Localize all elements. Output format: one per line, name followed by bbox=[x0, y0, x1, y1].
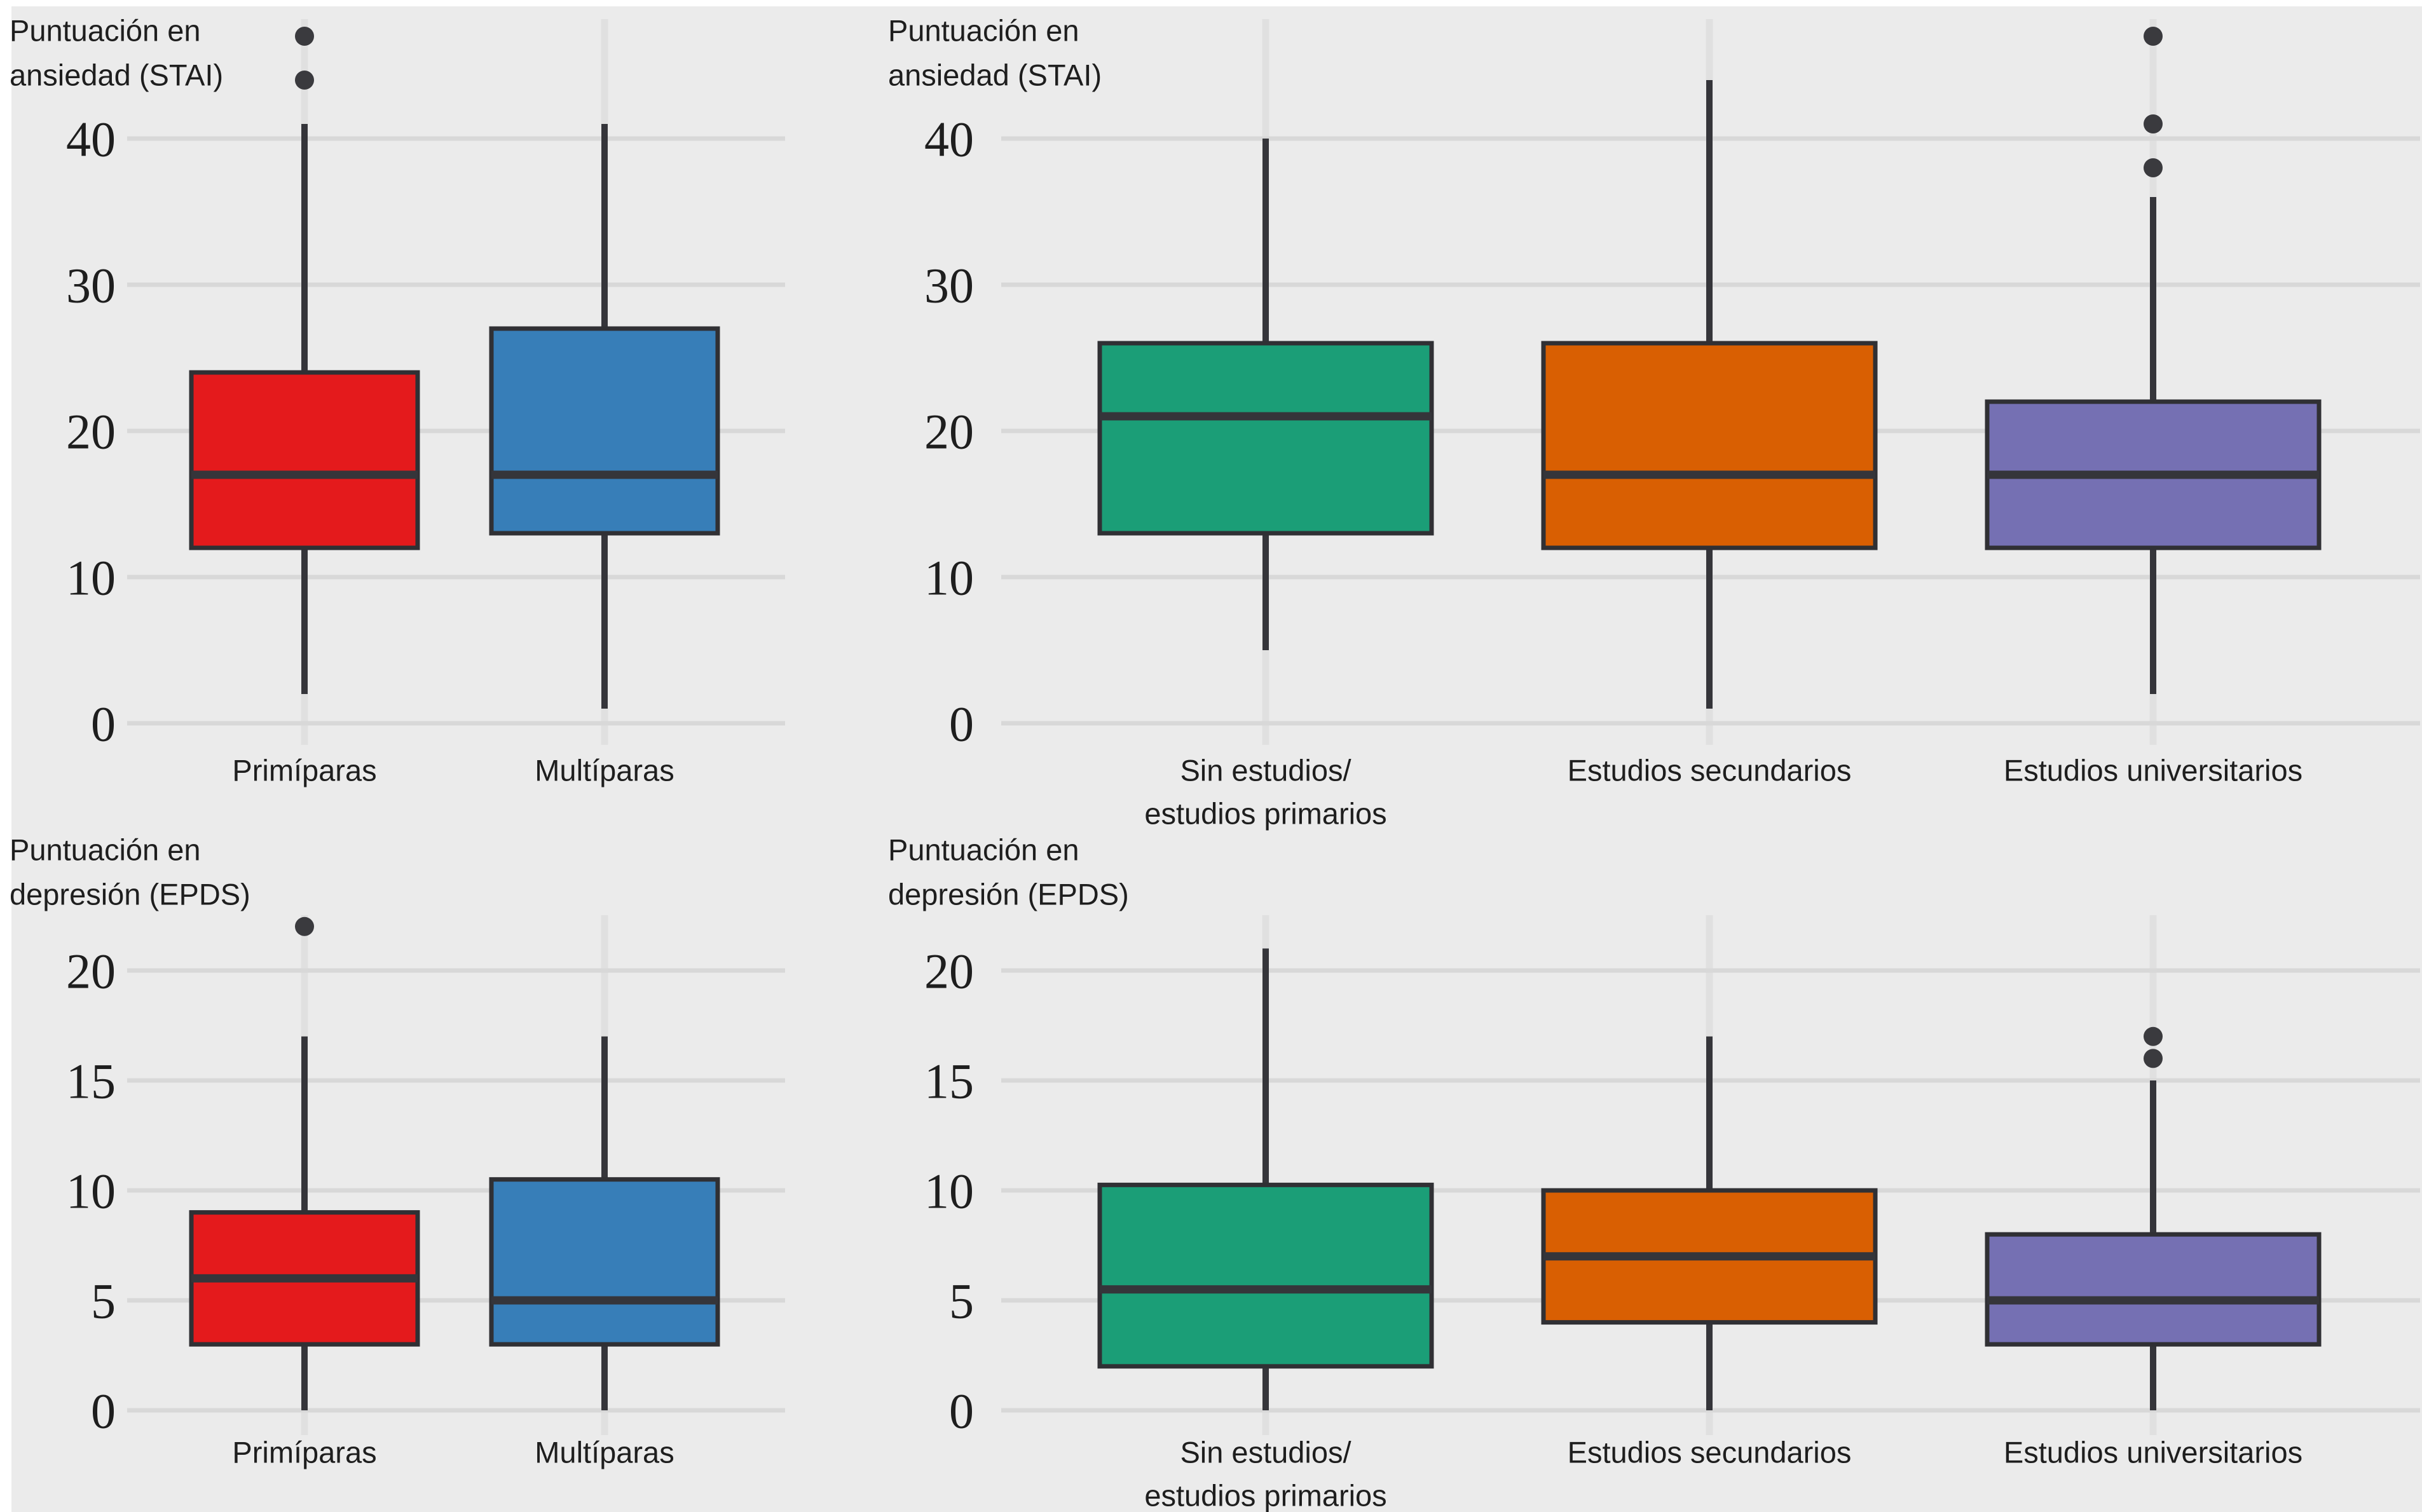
y-tick-label: 10 bbox=[66, 550, 116, 605]
y-tick-label: 30 bbox=[924, 257, 974, 313]
box-stai-paridad-1 bbox=[189, 370, 420, 550]
x-category-label: Multíparas bbox=[535, 753, 674, 787]
y-tick-label: 20 bbox=[66, 943, 116, 998]
y-tick-label: 40 bbox=[924, 111, 974, 167]
x-category-label: Primíparas bbox=[232, 753, 376, 787]
x-category-label: estudios primarios bbox=[1144, 796, 1386, 830]
outlier-dot bbox=[2144, 114, 2163, 133]
box-epds-estudios-1 bbox=[1097, 1182, 1434, 1369]
y-tick-label: 5 bbox=[949, 1273, 974, 1328]
y-tick-label: 20 bbox=[66, 404, 116, 459]
outlier-dot bbox=[2144, 1049, 2163, 1068]
y-tick-label: 10 bbox=[66, 1163, 116, 1218]
outlier-dot bbox=[2144, 27, 2163, 46]
box-epds-paridad-2 bbox=[489, 1177, 720, 1347]
panel-title: depresión (EPDS) bbox=[888, 877, 1129, 911]
y-tick-label: 0 bbox=[91, 696, 116, 751]
x-category-label: Multíparas bbox=[535, 1435, 674, 1469]
y-tick-label: 10 bbox=[924, 1163, 974, 1218]
outlier-dot bbox=[2144, 1026, 2163, 1046]
y-tick-label: 20 bbox=[924, 404, 974, 459]
y-tick-label: 0 bbox=[949, 1383, 974, 1438]
y-tick-label: 40 bbox=[66, 111, 116, 167]
x-category-label: Sin estudios/ bbox=[1180, 1435, 1351, 1469]
box-epds-estudios-3 bbox=[1985, 1232, 2322, 1347]
y-tick-label: 15 bbox=[924, 1053, 974, 1108]
y-tick-label: 30 bbox=[66, 257, 116, 313]
box-stai-paridad-2 bbox=[489, 326, 720, 536]
outlier-dot bbox=[2144, 158, 2163, 177]
x-category-label: estudios primarios bbox=[1144, 1478, 1386, 1512]
y-tick-label: 0 bbox=[91, 1383, 116, 1438]
y-tick-label: 5 bbox=[91, 1273, 116, 1328]
x-category-label: Estudios secundarios bbox=[1568, 753, 1852, 787]
x-category-label: Estudios universitarios bbox=[2004, 1435, 2302, 1469]
y-tick-label: 0 bbox=[949, 696, 974, 751]
panel-title: Puntuación en bbox=[888, 13, 1079, 47]
outlier-dot bbox=[295, 27, 314, 46]
y-tick-label: 20 bbox=[924, 943, 974, 998]
panel-title: depresión (EPDS) bbox=[10, 877, 250, 911]
y-tick-label: 10 bbox=[924, 550, 974, 605]
outlier-dot bbox=[295, 71, 314, 90]
x-category-label: Sin estudios/ bbox=[1180, 753, 1351, 787]
outlier-dot bbox=[295, 916, 314, 936]
box-stai-estudios-2 bbox=[1541, 341, 1878, 550]
panel-title: ansiedad (STAI) bbox=[10, 58, 223, 92]
x-category-label: Primíparas bbox=[232, 1435, 376, 1469]
y-tick-label: 15 bbox=[66, 1053, 116, 1108]
panel-title: Puntuación en bbox=[888, 833, 1079, 866]
x-category-label: Estudios secundarios bbox=[1568, 1435, 1852, 1469]
x-category-label: Estudios universitarios bbox=[2004, 753, 2302, 787]
panel-title: Puntuación en bbox=[10, 13, 201, 47]
box-stai-estudios-1 bbox=[1097, 341, 1434, 536]
panel-title: ansiedad (STAI) bbox=[888, 58, 1102, 92]
panel-title: Puntuación en bbox=[10, 833, 201, 866]
